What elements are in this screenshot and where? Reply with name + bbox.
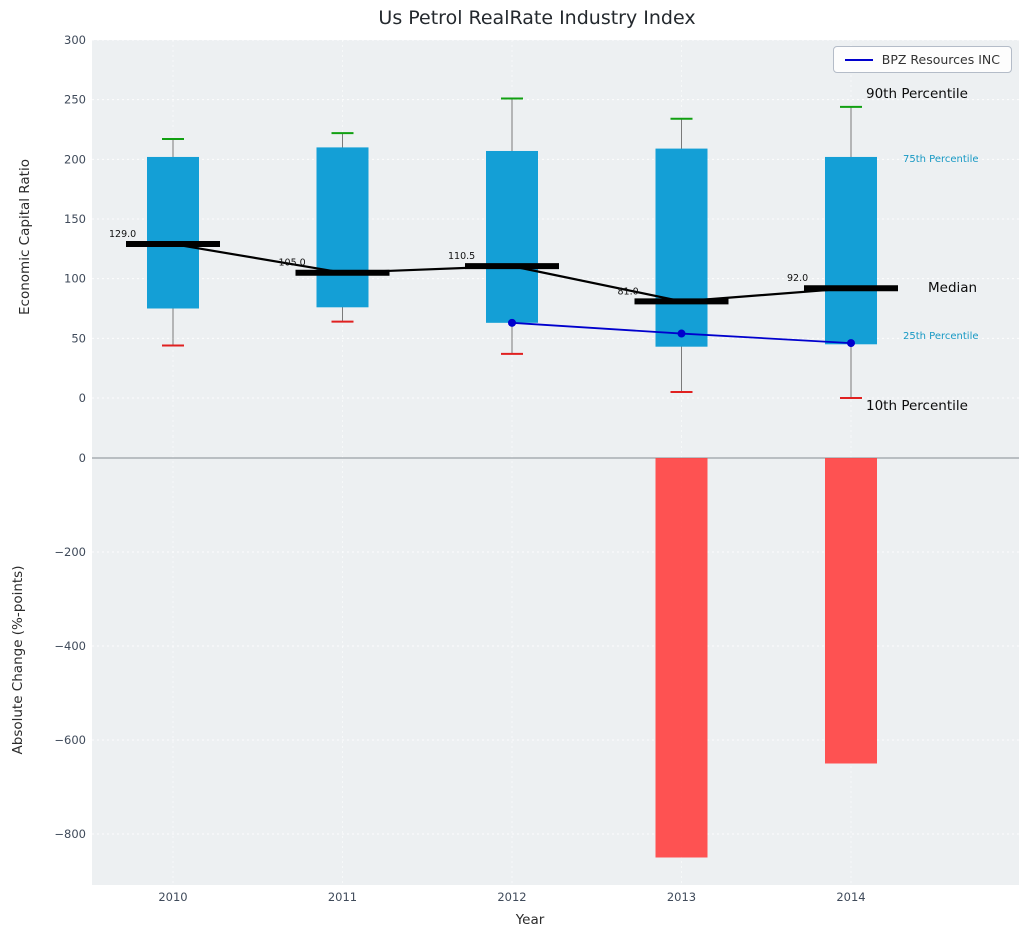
y-tick-label: 100 xyxy=(64,272,86,286)
y-tick-label: 150 xyxy=(64,212,86,226)
y-tick-label: 0 xyxy=(79,391,86,405)
median-value-label: 92.0 xyxy=(787,273,808,284)
chart-title: Us Petrol RealRate Industry Index xyxy=(378,7,696,29)
x-tick-label: 2010 xyxy=(158,890,187,904)
annotation-25th-percentile: 25th Percentile xyxy=(903,331,979,342)
x-tick-label: 2013 xyxy=(667,890,696,904)
median-value-label: 129.0 xyxy=(109,229,136,240)
y-tick-label: 50 xyxy=(71,331,86,345)
legend-line-sample xyxy=(844,58,873,61)
y-tick-label: 300 xyxy=(64,33,86,47)
median-value-label: 105.0 xyxy=(279,258,306,269)
annotation-75th-percentile: 75th Percentile xyxy=(903,154,979,165)
y-tick-label: −200 xyxy=(54,545,86,559)
y-tick-label: 200 xyxy=(64,152,86,166)
company-point xyxy=(508,318,516,327)
legend-label: BPZ Resources INC xyxy=(881,52,1000,67)
bottom-y-axis-label: Absolute Change (%-points) xyxy=(10,565,26,755)
change-bar xyxy=(825,458,877,764)
iqr-box xyxy=(655,148,708,347)
y-tick-label: −800 xyxy=(54,827,86,841)
x-tick-label: 2011 xyxy=(328,890,357,904)
annotation-median: Median xyxy=(928,280,978,296)
y-tick-label: −600 xyxy=(54,733,86,747)
annotation-90th-percentile: 90th Percentile xyxy=(866,86,968,102)
top-y-axis-label: Economic Capital Ratio xyxy=(17,159,33,315)
median-value-label: 81.0 xyxy=(618,286,639,297)
legend: BPZ Resources INC xyxy=(832,46,1012,73)
company-point xyxy=(677,329,686,338)
iqr-box xyxy=(825,156,877,345)
change-bar xyxy=(655,458,708,858)
bottom-axes-background xyxy=(92,436,1019,885)
y-tick-label: −400 xyxy=(54,639,86,653)
iqr-box xyxy=(316,147,369,308)
x-axis-label: Year xyxy=(515,912,545,928)
company-point xyxy=(847,339,855,348)
median-value-label: 110.5 xyxy=(448,251,475,262)
annotation-10th-percentile: 10th Percentile xyxy=(866,398,968,414)
x-tick-label: 2012 xyxy=(497,890,526,904)
iqr-box xyxy=(486,150,538,323)
y-tick-label: 0 xyxy=(79,451,86,465)
iqr-box xyxy=(147,156,199,309)
x-tick-label: 2014 xyxy=(836,890,865,904)
y-tick-label: 250 xyxy=(64,93,86,107)
